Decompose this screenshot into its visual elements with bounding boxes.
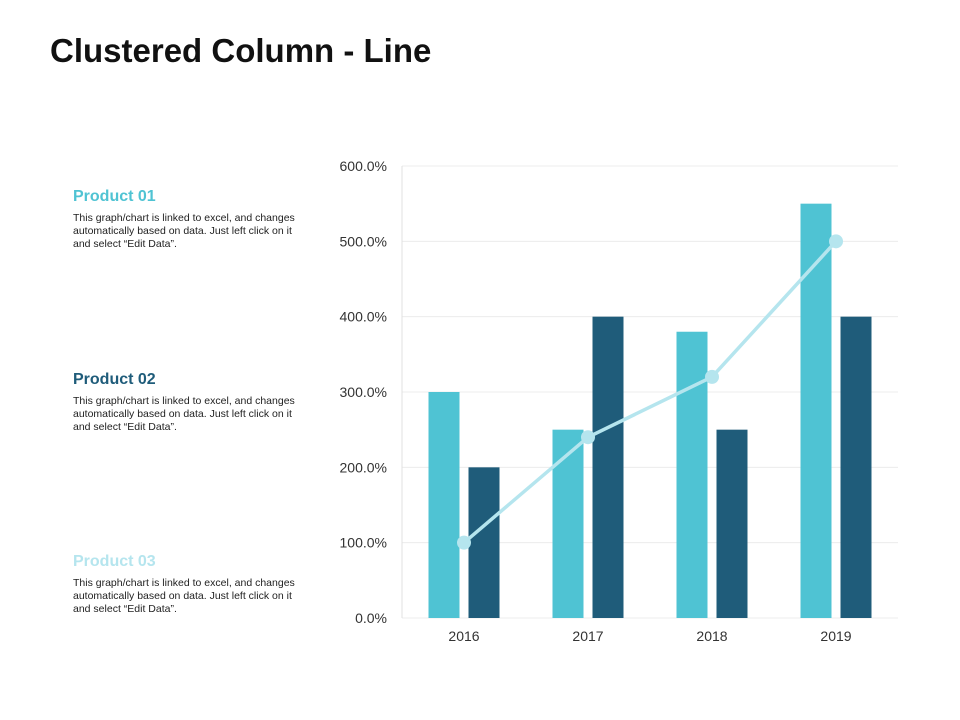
bar-product-01-2017 — [552, 429, 584, 618]
bar-product-02-2016 — [468, 467, 500, 618]
legend-description: This graph/chart is linked to excel, and… — [73, 395, 295, 433]
y-tick-label: 600.0% — [340, 158, 387, 174]
legend-title: Product 01 — [73, 188, 156, 205]
x-tick-label: 2019 — [820, 628, 851, 644]
bar-product-01-2019 — [800, 203, 832, 618]
y-tick-label: 500.0% — [340, 233, 387, 249]
line-point-2016 — [457, 535, 471, 550]
bar-product-02-2017 — [592, 316, 624, 618]
line-product-03 — [462, 239, 838, 545]
x-tick-label: 2017 — [572, 628, 603, 644]
bar-product-02-2019 — [840, 316, 872, 618]
x-tick-label: 2018 — [696, 628, 727, 644]
bar-product-01-2018 — [676, 331, 708, 618]
bar-product-01-2016 — [428, 392, 460, 618]
legend-product-02: Product 02 This graph/chart is linked to… — [73, 371, 313, 434]
y-tick-label: 300.0% — [340, 384, 387, 400]
line-point-2019 — [829, 234, 843, 249]
y-tick-label: 200.0% — [340, 459, 387, 475]
bar-product-02-2018 — [716, 429, 748, 618]
x-tick-label: 2016 — [448, 628, 479, 644]
legend-title: Product 02 — [73, 371, 156, 388]
line-point-2018 — [705, 369, 719, 384]
legend-product-03: Product 03 This graph/chart is linked to… — [73, 553, 313, 616]
legend-description: This graph/chart is linked to excel, and… — [73, 212, 295, 250]
line-point-2017 — [581, 430, 595, 445]
legend-product-01: Product 01 This graph/chart is linked to… — [73, 188, 313, 251]
page-title: Clustered Column - Line — [50, 32, 432, 69]
y-tick-label: 400.0% — [340, 309, 387, 325]
y-tick-label: 100.0% — [340, 535, 387, 551]
y-tick-label: 0.0% — [355, 610, 387, 626]
legend-title: Product 03 — [73, 553, 156, 570]
legend-description: This graph/chart is linked to excel, and… — [73, 577, 295, 615]
